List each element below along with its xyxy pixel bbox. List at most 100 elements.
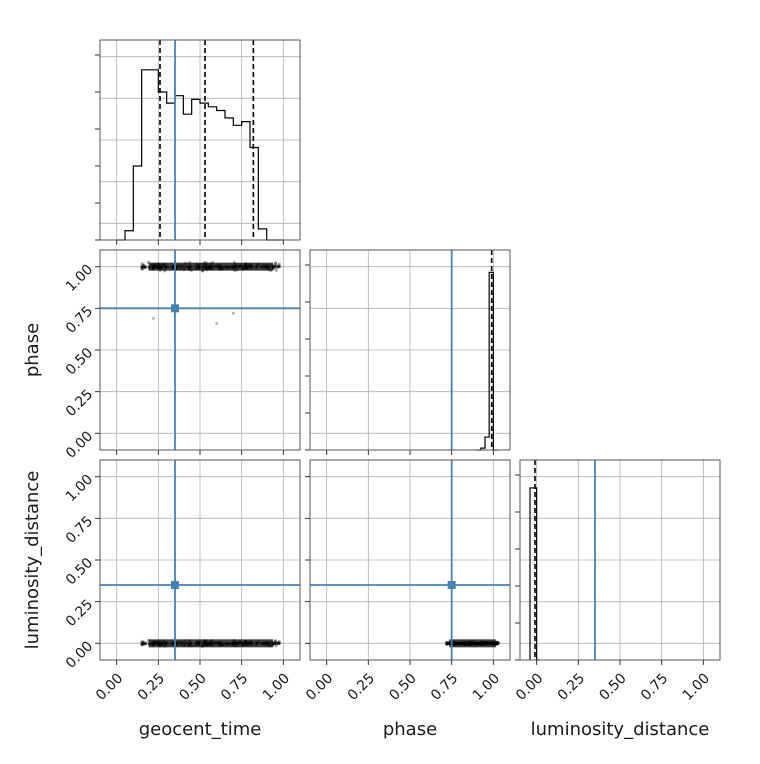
sample-point [142,266,146,270]
sample-point [141,642,145,646]
histogram-step [116,69,284,241]
x-tick-label: 1.00 [470,670,503,703]
sample-point [142,641,146,645]
y-tick-label: 1.00 [63,262,96,295]
sample-point [142,263,146,268]
x-tick-label: 0.50 [386,670,419,703]
panel-frame [99,249,301,451]
sample-point [445,641,449,645]
outlier-point [231,311,235,315]
hist-phase [305,249,511,455]
x-tick-label: 0.25 [555,670,588,703]
sample-point [140,641,144,645]
sample-point [277,640,281,645]
sample-point [445,641,449,645]
x-tick-label: 0.00 [513,670,546,703]
sample-point [276,265,280,269]
sample-point [141,265,145,270]
y-tick-label: 0.00 [63,428,96,461]
sample-point [445,641,450,645]
sample-point [273,262,277,266]
panel-frame [309,459,511,661]
density-band [148,639,274,648]
sample-point [495,640,499,644]
sample-point [277,262,281,266]
outlier-point [215,321,219,325]
sample-point [495,641,499,646]
scatter-phase-luminosity_distance [305,459,511,665]
sample-point [140,265,144,269]
sample-point [445,642,449,646]
sample-point [140,641,144,645]
sample-point [140,264,144,269]
sample-point [445,642,449,646]
scatter-geocent_time-luminosity_distance [95,459,301,665]
sample-point [140,639,144,643]
x-axis-title: geocent_time [139,719,262,740]
sample-point [141,642,145,646]
x-tick-label: 0.50 [176,670,209,703]
sample-point [273,264,277,268]
panel-frame [99,459,301,661]
sample-point [274,639,278,643]
x-axis-title: luminosity_distance [531,719,710,740]
sample-point [144,264,148,269]
x-tick-label: 0.50 [596,670,629,703]
sample-point [143,642,147,646]
sample-point [276,265,281,269]
axis-labels: 0.000.250.500.751.000.000.250.500.751.00… [22,262,713,740]
sample-point [277,264,281,269]
panel-frame [519,459,721,661]
sample-point [496,641,500,645]
scatter-geocent_time-phase [95,249,301,455]
hist-luminosity_distance [515,459,721,665]
sample-point [140,642,144,647]
sample-point [276,265,280,269]
truth-marker [171,304,179,313]
sample-point [140,266,144,271]
x-tick-label: 0.25 [135,670,168,703]
histogram-step [476,271,498,451]
x-tick-label: 0.75 [428,670,461,703]
sample-point [276,641,280,646]
sample-point [446,642,450,646]
sample-point [272,641,276,645]
density-band [449,639,496,648]
y-axis-title: phase [22,323,43,377]
sample-point [143,265,147,270]
sample-point [141,263,145,268]
sample-point [276,641,280,646]
sample-point [445,640,449,644]
sample-point [445,642,449,646]
x-tick-label: 1.00 [680,670,713,703]
sample-point [144,641,148,645]
sample-point [274,261,278,265]
sample-point [272,265,277,269]
outlier-point [151,316,155,320]
sample-point [141,265,145,269]
sample-point [141,640,145,645]
sample-point [495,641,499,645]
x-tick-label: 0.75 [218,670,251,703]
sample-point [140,262,144,266]
panel-frame [99,39,301,241]
sample-point [494,640,499,645]
sample-point [272,265,276,269]
sample-point [273,639,277,644]
sample-point [276,641,281,646]
sample-point [274,642,279,646]
sample-point [445,641,449,646]
sample-point [278,641,282,646]
y-axis-title: luminosity_distance [22,471,43,650]
sample-point [495,641,500,645]
sample-point [142,642,146,646]
sample-point [277,263,281,268]
panel-frame [309,249,511,451]
sample-point [496,641,500,645]
sample-point [495,641,500,645]
sample-point [274,644,278,648]
density-band [148,262,274,271]
sample-point [272,641,277,646]
sample-point [143,642,147,646]
